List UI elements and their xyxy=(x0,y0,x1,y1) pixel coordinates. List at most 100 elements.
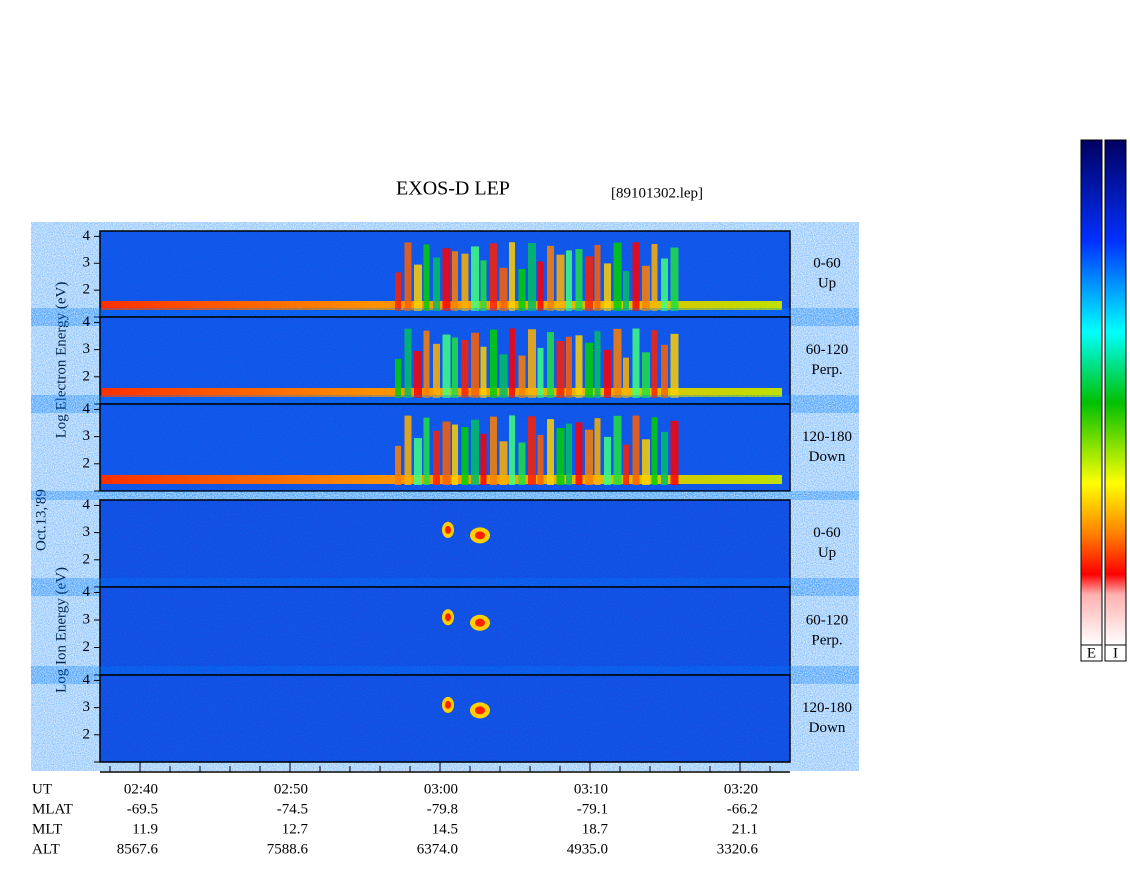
panel-frame xyxy=(99,674,791,763)
y-tick-label: 3 xyxy=(83,341,91,357)
activity-stripe xyxy=(537,347,544,398)
y-tick-label: 3 xyxy=(83,524,91,540)
activity-stripe xyxy=(613,242,622,311)
title: EXOS-D LEP xyxy=(396,178,510,200)
activity-stripe xyxy=(423,330,430,398)
date: Oct.13,'89 xyxy=(33,489,49,551)
time-label: 03:00 xyxy=(424,781,458,797)
activity-stripe xyxy=(414,438,422,485)
y-tick-label: 2 xyxy=(83,639,91,655)
direction: Perp. xyxy=(811,632,842,648)
activity-stripe xyxy=(404,415,412,485)
activity-stripe xyxy=(404,328,412,398)
activity-stripe xyxy=(632,242,640,311)
ephemeris-value: -74.5 xyxy=(277,801,308,817)
activity-stripe xyxy=(594,418,601,485)
row-label: MLT xyxy=(32,821,62,837)
ephemeris-value: 8567.6 xyxy=(117,841,159,857)
direction: Down xyxy=(809,720,846,736)
ephemeris-value: 3320.6 xyxy=(717,841,759,857)
activity-stripe xyxy=(480,260,487,311)
electron-axis-label: Log Electron Energy (eV) xyxy=(53,282,69,439)
ephemeris-value: -79.8 xyxy=(427,801,458,817)
activity-stripe xyxy=(642,352,650,398)
y-tick-label: 2 xyxy=(83,368,91,384)
activity-stripe xyxy=(623,357,629,398)
activity-stripe xyxy=(575,249,583,311)
panel-frame xyxy=(99,403,791,492)
activity-stripe xyxy=(575,422,583,485)
activity-stripe xyxy=(604,263,611,311)
activity-stripe xyxy=(471,246,479,311)
colorbar-label-box xyxy=(1080,644,1103,662)
activity-stripe xyxy=(414,351,422,398)
ephemeris-value: 11.9 xyxy=(132,821,158,837)
activity-stripe xyxy=(518,442,526,485)
time-label: 02:40 xyxy=(124,781,158,797)
direction: Perp. xyxy=(811,362,842,378)
y-tick-label: 3 xyxy=(83,611,91,627)
activity-stripe xyxy=(566,336,572,398)
activity-stripe xyxy=(461,340,469,398)
ephemeris-value: 18.7 xyxy=(582,821,609,837)
y-tick-label: 4 xyxy=(83,314,91,330)
activity-stripe xyxy=(547,245,554,311)
noise xyxy=(100,587,790,675)
y-tick-label: 3 xyxy=(83,428,91,444)
y-tick-label: 4 xyxy=(83,401,91,417)
activity-stripe xyxy=(670,420,679,485)
ephemeris-value: 4935.0 xyxy=(567,841,608,857)
activity-stripe xyxy=(661,431,668,485)
y-tick-label: 4 xyxy=(83,584,91,600)
activity-stripe xyxy=(499,441,508,485)
activity-stripe xyxy=(452,251,458,311)
activity-stripe xyxy=(395,358,401,398)
activity-stripe xyxy=(471,332,479,398)
activity-stripe xyxy=(556,341,565,398)
activity-stripe xyxy=(528,416,536,485)
activity-stripe xyxy=(480,433,487,485)
activity-stripe xyxy=(499,354,508,398)
activity-stripe xyxy=(433,343,440,398)
activity-stripe xyxy=(499,267,508,311)
activity-stripe xyxy=(433,430,440,485)
pitch-angle: 0-60 xyxy=(813,525,841,541)
direction: Down xyxy=(809,449,846,465)
row-label: ALT xyxy=(32,841,60,857)
activity-stripe xyxy=(594,331,601,398)
activity-stripe xyxy=(613,328,622,398)
y-tick-label: 2 xyxy=(83,282,91,298)
activity-stripe xyxy=(661,258,668,311)
low-energy-band xyxy=(102,388,782,397)
activity-stripe xyxy=(670,333,679,398)
activity-stripe xyxy=(471,419,479,485)
activity-stripe xyxy=(490,329,497,398)
low-energy-band xyxy=(102,475,782,484)
activity-stripe xyxy=(556,428,565,485)
activity-stripe xyxy=(442,248,451,311)
direction: Up xyxy=(818,275,836,291)
activity-stripe xyxy=(661,344,668,398)
activity-stripe xyxy=(461,253,469,311)
activity-stripe xyxy=(632,328,640,398)
activity-stripe xyxy=(452,424,458,485)
ephemeris-value: 14.5 xyxy=(432,821,458,837)
low-energy-band xyxy=(102,301,782,310)
ion-blob-core xyxy=(475,706,485,715)
activity-stripe xyxy=(423,244,430,311)
activity-stripe xyxy=(594,244,601,311)
activity-stripe xyxy=(518,355,526,398)
noise xyxy=(100,500,790,587)
activity-stripe xyxy=(547,332,554,398)
activity-stripe xyxy=(414,264,422,311)
activity-stripe xyxy=(490,243,497,311)
ephemeris-value: -66.2 xyxy=(727,801,758,817)
colorbar-label: I xyxy=(1113,645,1118,661)
colorbar xyxy=(1104,139,1127,646)
activity-stripe xyxy=(509,242,515,311)
activity-stripe xyxy=(395,445,401,485)
direction: Up xyxy=(818,545,836,561)
activity-stripe xyxy=(632,415,640,485)
ion-axis-label: Log Ion Energy (eV) xyxy=(53,567,69,693)
